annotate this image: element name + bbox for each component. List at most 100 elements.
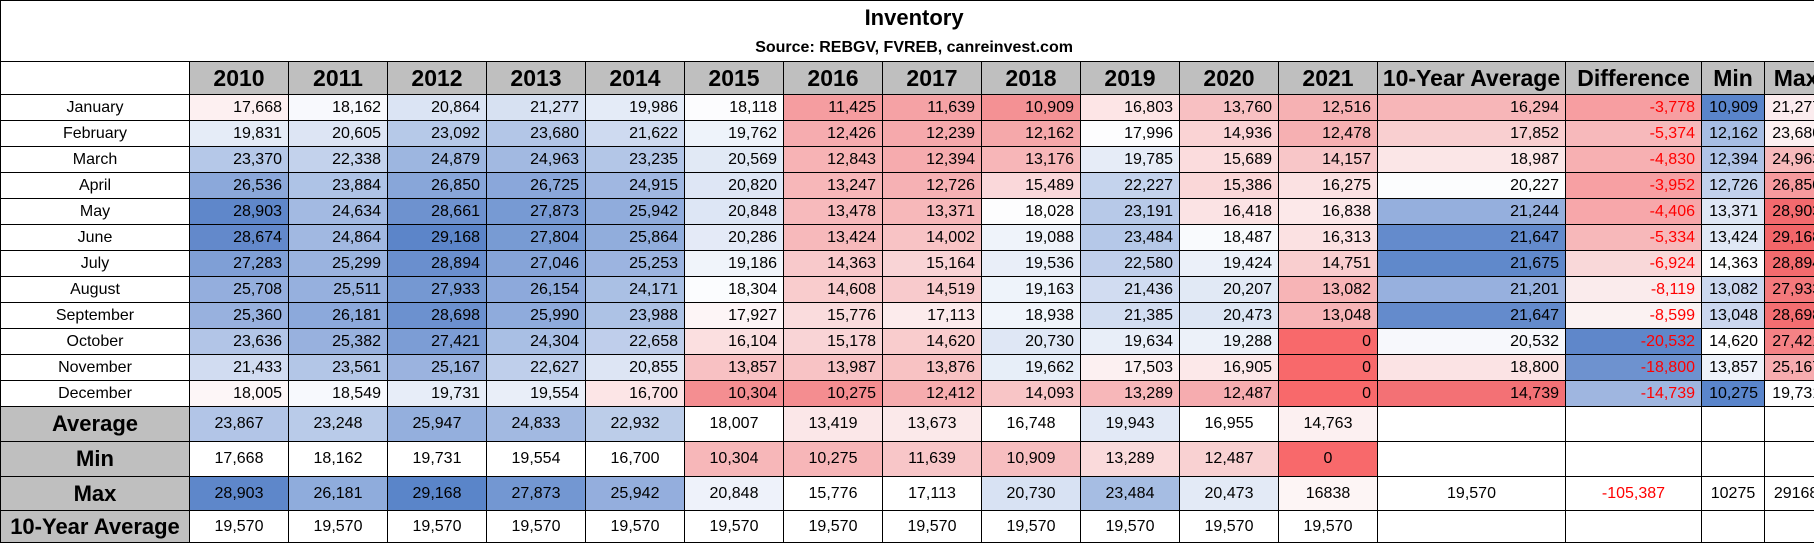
column-header: 2011: [288, 61, 388, 95]
summary-cell: 19,570: [1377, 476, 1566, 511]
table-cell: 12,426: [783, 120, 883, 147]
table-cell: 24,963: [1763, 146, 1814, 173]
table-cell: 28,894: [1763, 250, 1814, 277]
table-cell: 20,473: [1179, 302, 1279, 329]
table-cell: 21,647: [1377, 302, 1566, 329]
row-label: July: [0, 250, 190, 277]
table-cell: 16,313: [1278, 224, 1378, 251]
table-cell: -8,599: [1565, 302, 1702, 329]
summary-cell: 19,554: [486, 441, 586, 477]
summary-row: Max 28,903 26,181 29,168 27,873 25,942 20,848 1…: [0, 476, 1814, 511]
summary-cell: 29168: [1763, 476, 1814, 511]
table-cell: 27,933: [1763, 276, 1814, 303]
summary-cell: 17,113: [882, 476, 982, 511]
table-cell: 16,838: [1278, 198, 1378, 225]
table-cell: 0: [1278, 380, 1378, 407]
table-cell: 14,936: [1179, 120, 1279, 147]
summary-cell: [1377, 510, 1566, 543]
table-cell: 20,207: [1179, 276, 1279, 303]
table-cell: 20,730: [981, 328, 1081, 355]
summary-cell: 19,570: [189, 510, 289, 543]
table-cell: 21,647: [1377, 224, 1566, 251]
table-cell: 13,987: [783, 354, 883, 381]
table-cell: 25,253: [585, 250, 685, 277]
summary-cell: 16,700: [585, 441, 685, 477]
table-row: December 18,005 18,549 19,731 19,554 16,700 10…: [0, 380, 1814, 407]
table-cell: -5,374: [1565, 120, 1702, 147]
table-cell: 20,848: [684, 198, 784, 225]
table-cell: 10,275: [1701, 380, 1765, 407]
table-cell: 28,903: [189, 198, 289, 225]
table-cell: 21,622: [585, 120, 685, 147]
table-cell: 20,286: [684, 224, 784, 251]
table-cell: 16,294: [1377, 94, 1566, 121]
column-header: 2020: [1179, 61, 1279, 95]
table-cell: 20,532: [1377, 328, 1566, 355]
table-cell: 20,605: [288, 120, 388, 147]
table-cell: -4,830: [1565, 146, 1702, 173]
table-cell: 23,680: [486, 120, 586, 147]
table-cell: 23,884: [288, 172, 388, 199]
table-cell: 22,627: [486, 354, 586, 381]
table-cell: 28,698: [387, 302, 487, 329]
table-cell: 19,536: [981, 250, 1081, 277]
table-row: August 25,708 25,511 27,933 26,154 24,171 18,3…: [0, 276, 1814, 303]
summary-cell: 10,275: [783, 441, 883, 477]
summary-row: Min 17,668 18,162 19,731 19,554 16,700 10,304 1…: [0, 441, 1814, 477]
column-header: Max: [1763, 61, 1814, 95]
summary-cell: 18,162: [288, 441, 388, 477]
summary-cell: 20,473: [1179, 476, 1279, 511]
table-cell: 19,424: [1179, 250, 1279, 277]
table-cell: 27,283: [189, 250, 289, 277]
table-cell: 24,171: [585, 276, 685, 303]
table-cell: 17,668: [189, 94, 289, 121]
table-cell: 12,394: [1701, 146, 1765, 173]
summary-cell: 28,903: [189, 476, 289, 511]
table-cell: 23,484: [1080, 224, 1180, 251]
table-cell: 17,113: [882, 302, 982, 329]
summary-cell: 12,487: [1179, 441, 1279, 477]
table-cell: 22,658: [585, 328, 685, 355]
table-cell: 15,489: [981, 172, 1081, 199]
table-cell: 14,620: [882, 328, 982, 355]
table-cell: -5,334: [1565, 224, 1702, 251]
table-cell: 29,168: [387, 224, 487, 251]
table-cell: 18,487: [1179, 224, 1279, 251]
table-cell: 21,277: [486, 94, 586, 121]
table-cell: 15,164: [882, 250, 982, 277]
row-label: June: [0, 224, 190, 251]
table-row: January 17,668 18,162 20,864 21,277 19,986 18,…: [0, 94, 1814, 121]
summary-cell: 29,168: [387, 476, 487, 511]
table-cell: -14,739: [1565, 380, 1702, 407]
table-row: March 23,370 22,338 24,879 24,963 23,235 20,56…: [0, 146, 1814, 173]
table-cell: 13,478: [783, 198, 883, 225]
table-cell: 19,088: [981, 224, 1081, 251]
table-cell: 26,154: [486, 276, 586, 303]
table-cell: 26,725: [486, 172, 586, 199]
table-cell: 23,988: [585, 302, 685, 329]
summary-cell: [1565, 441, 1702, 477]
summary-row: Average 23,867 23,248 25,947 24,833 22,932 18,…: [0, 406, 1814, 442]
table-cell: 12,162: [981, 120, 1081, 147]
table-cell: 13,082: [1701, 276, 1765, 303]
table-cell: -4,406: [1565, 198, 1702, 225]
table-cell: -6,924: [1565, 250, 1702, 277]
table-cell: 19,186: [684, 250, 784, 277]
table-cell: 17,503: [1080, 354, 1180, 381]
table-cell: 18,938: [981, 302, 1081, 329]
column-header: 2010: [189, 61, 289, 95]
row-label: November: [0, 354, 190, 381]
table-cell: 13,857: [1701, 354, 1765, 381]
table-cell: 23,561: [288, 354, 388, 381]
column-header: Difference: [1565, 61, 1702, 95]
table-row: July 27,283 25,299 28,894 27,046 25,253 19,186…: [0, 250, 1814, 277]
table-cell: 12,726: [882, 172, 982, 199]
column-header: 2017: [882, 61, 982, 95]
summary-cell: 19,570: [882, 510, 982, 543]
summary-cell: [1377, 406, 1566, 442]
table-cell: 13,371: [882, 198, 982, 225]
summary-cell: 19,943: [1080, 406, 1180, 442]
table-cell: 0: [1278, 328, 1378, 355]
table-cell: 12,394: [882, 146, 982, 173]
row-label: December: [0, 380, 190, 407]
